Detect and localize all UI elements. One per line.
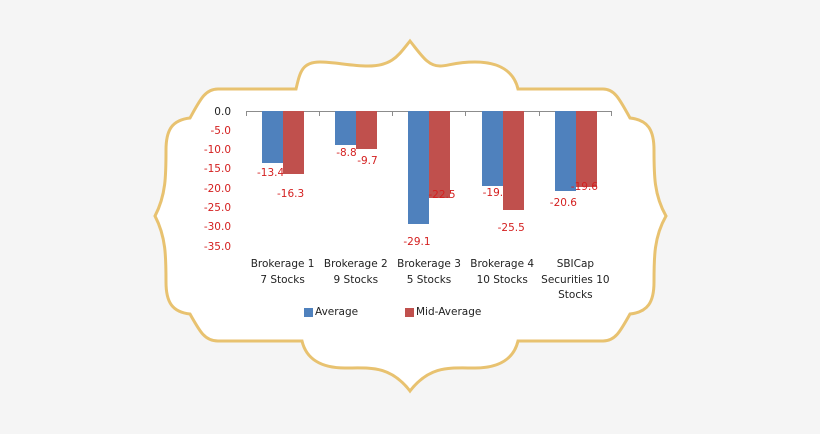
y-tick-label: 0.0 [214, 106, 231, 118]
data-label: -13.4 [257, 167, 285, 180]
data-label: -16.3 [277, 188, 305, 201]
y-tick-label: -30.0 [203, 221, 231, 233]
bar-average [481, 111, 503, 186]
x-category-label: SBICap Securities 10 Stocks [541, 258, 610, 301]
bar-average [408, 111, 430, 225]
legend-swatch-mid-average [405, 307, 414, 317]
y-tick-label: -15.0 [203, 163, 231, 175]
y-tick-label: -25.0 [203, 202, 231, 214]
data-label: -9.7 [357, 154, 378, 167]
x-category-label: Brokerage 4 10 Stocks [470, 258, 535, 286]
y-tick-label: -20.0 [203, 183, 231, 195]
bar-average [554, 111, 576, 192]
data-label: -22.5 [428, 189, 456, 202]
legend-item-average: Average [304, 306, 358, 318]
data-label: -29.1 [403, 236, 431, 249]
bar-average [335, 111, 357, 146]
data-label: -20.6 [549, 197, 577, 210]
legend-label-mid-average: Mid-Average [416, 306, 482, 318]
bar-mid-average [283, 111, 304, 175]
bar-mid-average [429, 111, 451, 199]
bar-average [262, 111, 283, 164]
legend-swatch-average [304, 307, 313, 317]
data-label: -25.5 [497, 222, 525, 235]
bar-mid-average [575, 111, 597, 188]
legend-label-average: Average [315, 306, 359, 318]
y-tick-label: -5.0 [210, 125, 232, 137]
data-label: -8.8 [336, 147, 357, 160]
bar-mid-average [356, 111, 378, 149]
x-axis-ticks [246, 111, 612, 116]
y-tick-label: -10.0 [203, 144, 231, 156]
data-label: -19.6 [570, 181, 598, 194]
legend-item-mid-average: Mid-Average [405, 306, 481, 318]
y-tick-label: -35.0 [203, 241, 231, 253]
bar-mid-average [502, 111, 524, 211]
